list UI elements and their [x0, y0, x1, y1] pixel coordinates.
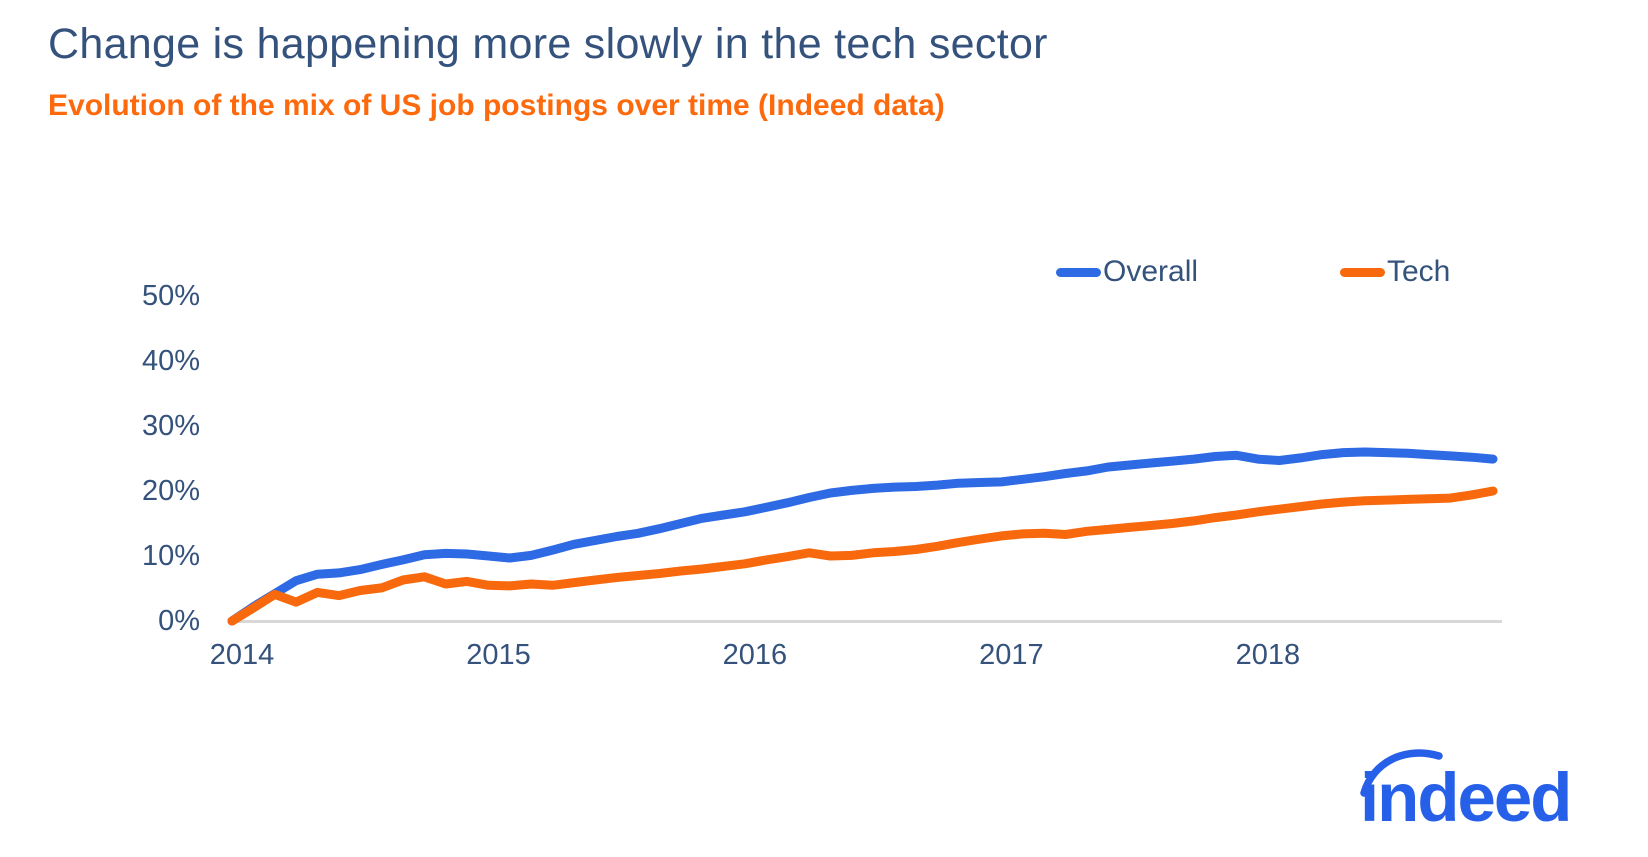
x-axis-tick-label-2014: 2014	[209, 639, 275, 671]
legend-item-overall: Overall	[1056, 254, 1198, 290]
y-axis-tick-label-40: 40%	[141, 345, 200, 377]
logo-arc-icon	[1360, 749, 1443, 797]
legend-label-overall: Overall	[1103, 255, 1199, 288]
logo-wordmark: indeed	[1360, 759, 1570, 833]
y-axis-tick-label-20: 20%	[141, 475, 200, 507]
indeed-logo: indeed	[1360, 749, 1572, 833]
legend-item-tech: Tech	[1340, 254, 1450, 290]
chart-subtitle: Evolution of the mix of US job postings …	[48, 89, 945, 122]
x-axis-tick-label-2018: 2018	[1235, 639, 1301, 671]
x-axis-tick-label-2015: 2015	[466, 639, 531, 671]
tech-line-swatch-icon	[1340, 267, 1385, 277]
overall-line-swatch-icon	[1056, 267, 1101, 277]
tech-line-series	[227, 486, 1498, 626]
legend-label-tech: Tech	[1387, 255, 1451, 288]
y-axis-tick-label-10: 10%	[141, 540, 200, 572]
line-series-group	[227, 447, 1498, 626]
y-axis-tick-label-30: 30%	[141, 410, 200, 442]
x-axis-tick-label-2017: 2017	[979, 639, 1044, 671]
overall-line-series	[227, 447, 1498, 626]
y-axis-tick-label-50: 50%	[141, 280, 200, 312]
chart-title: Change is happening more slowly in the t…	[48, 20, 1048, 68]
y-axis-tick-label-0: 0%	[158, 605, 200, 637]
x-axis-tick-label-2016: 2016	[722, 639, 788, 671]
